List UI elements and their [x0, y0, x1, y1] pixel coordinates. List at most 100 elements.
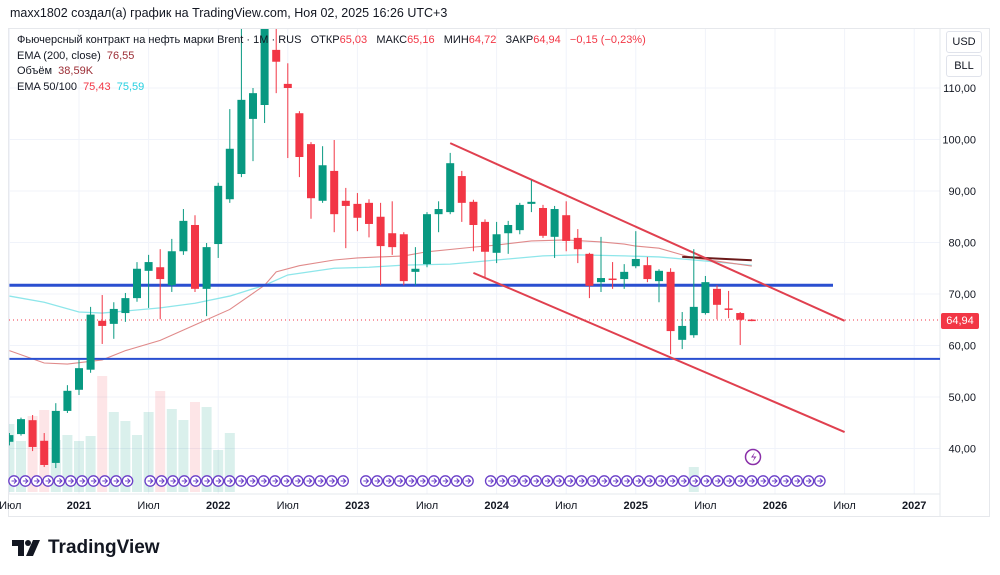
- event-marker[interactable]: [621, 475, 633, 487]
- event-marker[interactable]: [359, 475, 372, 487]
- candle-up: [701, 282, 710, 314]
- unit-button[interactable]: BLL: [946, 55, 982, 77]
- event-marker[interactable]: [564, 475, 577, 487]
- candle-down: [376, 216, 385, 247]
- symbol-name[interactable]: Фьючерсный контракт на нефть марки Brent…: [17, 34, 302, 46]
- event-marker[interactable]: [178, 475, 191, 487]
- event-marker[interactable]: [201, 475, 213, 487]
- event-marker[interactable]: [734, 475, 747, 487]
- event-markers[interactable]: [8, 448, 826, 487]
- candle-down: [191, 224, 199, 289]
- event-marker[interactable]: [813, 475, 826, 487]
- event-marker[interactable]: [416, 475, 429, 487]
- event-marker[interactable]: [121, 475, 134, 487]
- event-marker[interactable]: [19, 475, 32, 487]
- event-marker[interactable]: [609, 475, 622, 487]
- event-marker[interactable]: [518, 475, 531, 487]
- event-marker[interactable]: [496, 475, 508, 487]
- event-marker[interactable]: [110, 475, 123, 487]
- event-marker[interactable]: [428, 475, 440, 487]
- event-marker[interactable]: [155, 475, 168, 487]
- event-marker[interactable]: [666, 475, 679, 487]
- event-marker[interactable]: [745, 475, 758, 487]
- event-marker[interactable]: [303, 475, 315, 487]
- event-marker[interactable]: [598, 475, 611, 487]
- event-marker[interactable]: [689, 475, 701, 487]
- event-marker[interactable]: [552, 475, 565, 487]
- candle-up: [550, 209, 559, 237]
- event-marker[interactable]: [189, 475, 202, 487]
- event-marker[interactable]: [484, 475, 497, 487]
- event-marker[interactable]: [541, 475, 554, 487]
- event-marker[interactable]: [98, 475, 111, 487]
- currency-button[interactable]: USD: [946, 31, 982, 53]
- event-marker[interactable]: [450, 475, 463, 487]
- drawings[interactable]: [9, 142, 961, 433]
- event-marker[interactable]: [723, 475, 735, 487]
- event-marker[interactable]: [325, 475, 338, 487]
- event-marker[interactable]: [314, 475, 327, 487]
- channel-trend-line[interactable]: [449, 142, 846, 322]
- event-marker[interactable]: [677, 475, 690, 487]
- event-marker[interactable]: [802, 475, 815, 487]
- close-value: 64,94: [533, 34, 561, 46]
- event-marker[interactable]: [269, 475, 281, 487]
- event-marker[interactable]: [291, 475, 304, 487]
- x-tick-label: Июл: [416, 500, 438, 512]
- event-marker[interactable]: [632, 475, 645, 487]
- event-marker[interactable]: [87, 475, 100, 487]
- legend-ema50-100[interactable]: EMA 50/100 75,43 75,59: [17, 80, 646, 96]
- event-marker[interactable]: [700, 475, 713, 487]
- event-marker[interactable]: [643, 475, 656, 487]
- event-marker[interactable]: [655, 475, 667, 487]
- event-marker[interactable]: [246, 475, 259, 487]
- event-marker[interactable]: [223, 475, 236, 487]
- tradingview-logo[interactable]: TradingView: [12, 537, 160, 559]
- event-marker[interactable]: [280, 475, 293, 487]
- event-marker[interactable]: [507, 475, 520, 487]
- channel-trend-line[interactable]: [473, 271, 845, 433]
- event-marker[interactable]: [586, 475, 599, 487]
- event-marker[interactable]: [8, 475, 20, 487]
- volume-bar: [213, 450, 224, 492]
- event-marker[interactable]: [791, 475, 804, 487]
- x-tick-label: Июл: [137, 500, 159, 512]
- event-marker[interactable]: [30, 475, 43, 487]
- volume-bar: [74, 441, 84, 492]
- event-marker[interactable]: [462, 475, 474, 487]
- event-marker[interactable]: [768, 475, 781, 487]
- event-marker[interactable]: [394, 475, 406, 487]
- low-label: МИН: [443, 34, 469, 46]
- event-marker[interactable]: [212, 475, 225, 487]
- event-marker[interactable]: [439, 475, 452, 487]
- lightning-icon: [751, 452, 757, 462]
- event-marker[interactable]: [530, 475, 542, 487]
- event-marker[interactable]: [76, 475, 88, 487]
- event-marker[interactable]: [405, 475, 418, 487]
- candle-up: [75, 368, 83, 390]
- event-marker[interactable]: [757, 475, 769, 487]
- event-marker[interactable]: [53, 475, 66, 487]
- price-axis[interactable]: 110,00 100,00 90,00 80,00 70,00 60,00 50,00 40,…: [942, 83, 976, 456]
- arrow-right-icon: [567, 478, 574, 484]
- event-marker[interactable]: [779, 475, 792, 487]
- legend-ema200[interactable]: EMA (200, close) 76,55: [17, 49, 646, 65]
- candle-up: [225, 148, 234, 200]
- event-marker[interactable]: [257, 475, 270, 487]
- event-marker[interactable]: [235, 475, 247, 487]
- candle-up: [655, 270, 663, 282]
- legend-volume[interactable]: Объём 38,59K: [17, 64, 646, 80]
- event-marker[interactable]: [371, 475, 384, 487]
- time-axis[interactable]: Июл 2021 Июл 2022 Июл 2023 Июл 2024 Июл 2025 Июл 20…: [0, 500, 926, 512]
- event-marker[interactable]: [42, 475, 54, 487]
- event-marker[interactable]: [711, 475, 724, 487]
- lightning-event-marker[interactable]: [744, 448, 762, 466]
- event-marker[interactable]: [144, 475, 157, 487]
- event-marker[interactable]: [382, 475, 395, 487]
- event-marker[interactable]: [64, 475, 77, 487]
- arrow-right-icon: [601, 478, 608, 484]
- event-marker[interactable]: [167, 475, 179, 487]
- event-marker[interactable]: [337, 475, 349, 487]
- event-marker[interactable]: [575, 475, 588, 487]
